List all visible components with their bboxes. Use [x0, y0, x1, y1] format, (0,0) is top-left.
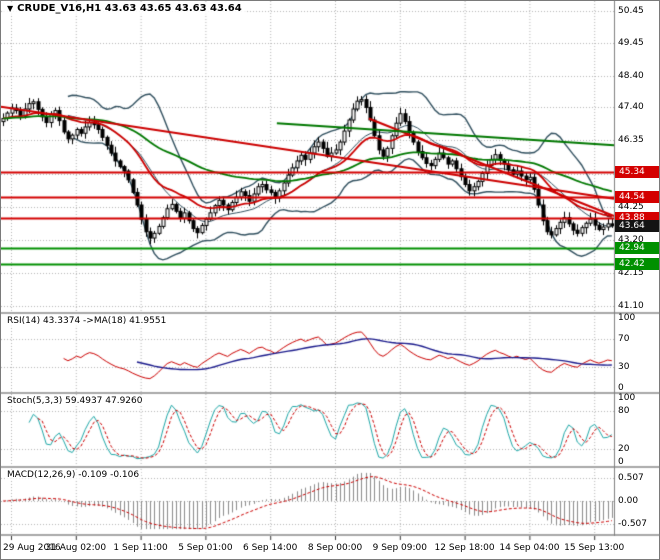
indicator-axis-tick: 30: [618, 362, 630, 372]
price-tag: 44.54: [615, 191, 659, 204]
chevron-down-icon[interactable]: ▼: [7, 4, 14, 13]
indicator-axis-tick: 0.00: [618, 496, 639, 506]
price-axis-tick: 44.25: [618, 201, 644, 212]
time-axis-label: 1 Sep 11:00: [113, 543, 168, 553]
chart-symbol-label: CRUDE_V16,H1: [17, 3, 102, 14]
price-tag: 42.42: [615, 258, 659, 271]
macd-panel-label: MACD(12,26,9) -0.109 -0.106: [5, 470, 142, 480]
indicator-axis-tick: 0.507: [618, 473, 644, 484]
indicator-axis-tick: 70: [618, 334, 630, 344]
indicator-axis-tick: 80: [618, 405, 630, 416]
time-axis-label: 14 Sep 04:00: [499, 543, 560, 553]
price-tag: 45.34: [615, 166, 659, 179]
indicator-axis-tick: 0: [618, 383, 624, 393]
time-axis-label: 9 Sep 09:00: [372, 543, 427, 553]
indicator-axis-tick: 100: [618, 393, 636, 403]
price-tag: 42.94: [615, 241, 659, 254]
time-axis-label: 31 Aug 02:00: [45, 543, 107, 553]
time-axis-label: 5 Sep 01:00: [178, 543, 233, 553]
price-axis-tick: 43.20: [618, 234, 644, 245]
indicator-axis-tick: 100: [618, 313, 636, 323]
price-axis-tick: 49.45: [618, 37, 644, 48]
price-axis-tick: 46.35: [618, 135, 644, 146]
time-axis-label: 8 Sep 00:00: [307, 543, 363, 553]
rsi-panel-label: RSI(14) 43.3374 ->MA(18) 41.9551: [5, 316, 169, 326]
indicator-axis-tick: 20: [618, 444, 630, 455]
time-axis-label: 12 Sep 18:00: [434, 543, 495, 553]
chart-title: ▼ CRUDE_V16,H1 43.63 43.65 43.63 43.64: [4, 3, 245, 14]
price-axis-tick: 47.40: [618, 102, 644, 113]
time-axis-label: 29 Aug 2016: [3, 543, 61, 553]
indicator-axis-tick: 0: [618, 457, 624, 467]
price-axis-tick: 41.10: [618, 300, 644, 311]
stochastic-panel-label: Stoch(5,3,3) 59.4937 47.9260: [5, 396, 145, 406]
indicator-axis-tick: -0.507: [618, 518, 648, 529]
chart-ohlc-values: 43.63 43.65 43.63 43.64: [104, 3, 242, 14]
price-axis-tick: 42.15: [618, 267, 644, 278]
time-axis-label: 6 Sep 14:00: [243, 543, 298, 553]
price-tag: 43.64: [615, 219, 659, 232]
price-axis-tick: 50.45: [618, 6, 644, 17]
price-axis-tick: 48.40: [618, 70, 644, 81]
time-axis-label: 15 Sep 13:00: [564, 543, 625, 553]
